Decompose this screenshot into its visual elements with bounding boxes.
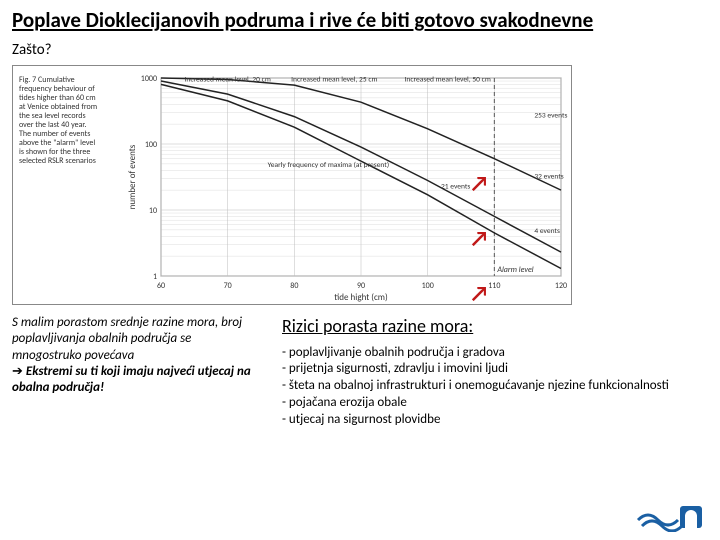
svg-text:110: 110 (488, 281, 500, 291)
svg-text:Increased mean level, 50 cm: Increased mean level, 50 cm (405, 76, 491, 85)
svg-text:90: 90 (357, 281, 365, 291)
risks-heading: Rizici porasta razine mora: (282, 315, 708, 338)
svg-text:100: 100 (422, 281, 434, 291)
subtitle: Zašto? (0, 37, 720, 65)
svg-text:70: 70 (224, 281, 232, 291)
svg-text:selected RSLR scenarios: selected RSLR scenarios (19, 156, 96, 166)
svg-text:number of events: number of events (127, 144, 138, 209)
logo-icon (636, 496, 706, 532)
page-title: Poplave Dioklecijanovih podruma i rive ć… (0, 0, 720, 37)
list-item: - poplavljivanje obalnih područja i grad… (282, 345, 708, 362)
list-item: - utjecaj na sigurnost plovidbe (282, 412, 708, 429)
left-p2: Ekstremi su ti koji imaju najveći utjeca… (12, 364, 251, 395)
svg-text:10: 10 (149, 206, 157, 216)
chart-svg: Fig. 7 Cumulativefrequency behaviour oft… (13, 66, 571, 304)
svg-text:tide hight (cm): tide hight (cm) (334, 292, 388, 303)
svg-text:32 events: 32 events (534, 173, 563, 182)
list-item: - pojačana erozija obale (282, 395, 708, 412)
list-item: - prijetnja sigurnosti, zdravlju i imovi… (282, 361, 708, 378)
svg-text:1000: 1000 (141, 74, 157, 84)
footer-logo (636, 496, 706, 532)
left-caption: S malim porastom srednje razine mora, br… (12, 315, 262, 429)
list-item: - šteta na obalnoj infrastrukturi i onem… (282, 378, 708, 395)
svg-text:Increased mean level, 25 cm: Increased mean level, 25 cm (291, 76, 377, 85)
svg-text:21 events: 21 events (441, 183, 470, 192)
bottom-columns: S malim porastom srednje razine mora, br… (0, 305, 720, 429)
svg-text:253 events: 253 events (534, 112, 567, 121)
svg-text:1: 1 (153, 272, 157, 282)
svg-text:Yearly frequency of maxima (at: Yearly frequency of maxima (at present) (268, 160, 389, 170)
svg-text:60: 60 (157, 281, 165, 291)
svg-text:80: 80 (290, 281, 298, 291)
svg-text:4 events: 4 events (534, 227, 560, 236)
risks-list: - poplavljivanje obalnih područja i grad… (282, 345, 708, 429)
svg-text:Increased mean level, 20 cm: Increased mean level, 20 cm (185, 76, 271, 85)
svg-text:100: 100 (145, 140, 157, 150)
arrow-icon: ➔ (12, 364, 23, 379)
frequency-chart: Fig. 7 Cumulativefrequency behaviour oft… (12, 65, 572, 305)
svg-text:Alarm level: Alarm level (496, 265, 533, 275)
left-p1: S malim porastom srednje razine mora, br… (12, 315, 242, 363)
svg-text:120: 120 (555, 281, 567, 291)
right-column: Rizici porasta razine mora: - poplavljiv… (282, 315, 708, 429)
